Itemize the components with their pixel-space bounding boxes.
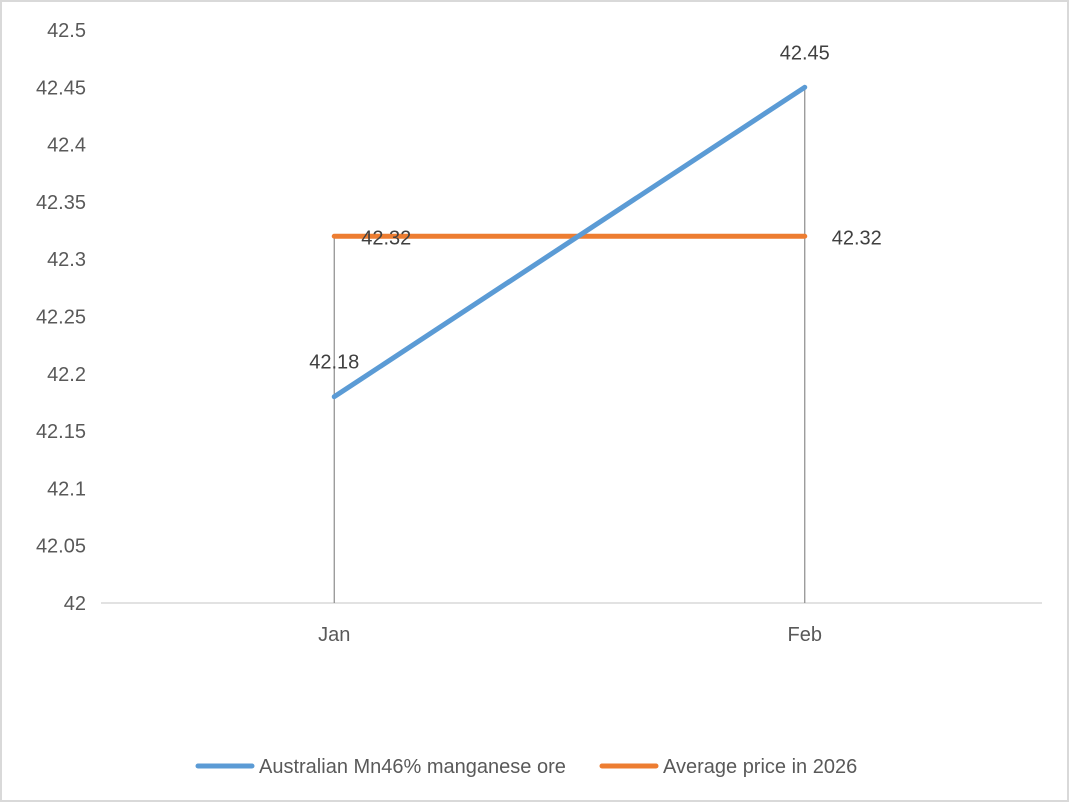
y-tick-label: 42.05 [36,536,86,558]
y-tick-label: 42.25 [36,307,86,329]
y-tick-label: 42.45 [36,77,86,99]
series-line-0 [331,84,808,400]
x-tick-label: Feb [788,624,822,646]
legend-label-1: Average price in 2026 [663,756,857,778]
y-tick-label: 42.2 [47,364,86,386]
y-tick-label: 42.5 [47,20,86,42]
data-label: 42.32 [832,227,882,249]
data-label: 42.45 [780,42,830,64]
y-tick-label: 42.1 [47,478,86,500]
data-label: 42.18 [309,352,359,374]
legend-label-0: Australian Mn46% manganese ore [259,756,566,778]
data-label: 42.32 [361,227,411,249]
y-tick-label: 42.3 [47,249,86,271]
y-tick-label: 42 [64,593,86,615]
x-tick-label: Jan [318,624,350,646]
y-tick-label: 42.4 [47,135,86,157]
y-tick-label: 42.15 [36,421,86,443]
y-tick-label: 42.35 [36,192,86,214]
